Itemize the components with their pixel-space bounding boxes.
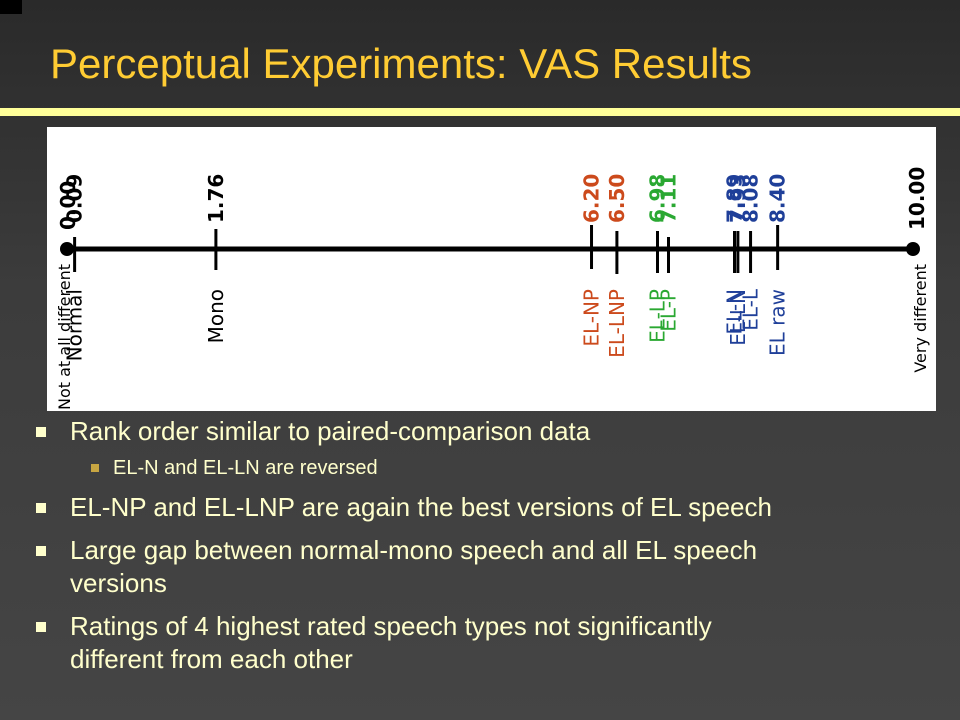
bullet-text: EL-NP and EL-LNP are again the best vers… <box>70 492 772 522</box>
bullet-item: Ratings of 4 highest rated speech types … <box>36 610 712 642</box>
scale-right-endpoint <box>906 242 920 256</box>
bullet-square-icon <box>36 427 46 437</box>
marker-value-el-ln: 7.93 <box>726 174 750 223</box>
marker-label-el-n: EL-N <box>722 289 746 335</box>
bullet-continuation: different from each other <box>70 643 353 675</box>
sub-bullet-square-icon <box>91 464 99 472</box>
marker-label-el-lnp: EL-LNP <box>605 289 629 358</box>
marker-value-el-np: 6.20 <box>580 174 604 223</box>
slide-title: Perceptual Experiments: VAS Results <box>50 40 752 87</box>
scale-left-endpoint <box>60 242 74 256</box>
marker-label-el-l: EL-L <box>739 288 763 331</box>
marker-label-el-ln: EL-LN <box>726 289 750 346</box>
marker-value-el-lp: 6.98 <box>646 174 670 223</box>
vas-scale-svg: 0.00 Not at all different 10.00 Very dif… <box>55 167 930 410</box>
bullet-square-icon <box>36 546 46 556</box>
bullet-item: EL-NP and EL-LNP are again the best vers… <box>36 491 772 523</box>
sub-bullet-item: EL-N and EL-LN are reversed <box>91 455 378 481</box>
marker-label-el-np: EL-NP <box>580 289 604 347</box>
bullet-text: versions <box>70 568 167 598</box>
marker-value-mono: 1.76 <box>204 174 228 223</box>
marker-label-normal: Normal <box>63 289 87 361</box>
title-rule <box>0 108 960 116</box>
bullet-text: Rank order similar to paired-comparison … <box>70 416 591 446</box>
marker-value-el-lnp: 6.50 <box>605 174 629 223</box>
bullet-item: Rank order similar to paired-comparison … <box>36 415 591 447</box>
bullet-text: different from each other <box>70 644 353 674</box>
marker-label-el-raw: EL raw <box>766 289 790 356</box>
marker-value-el-p: 7.11 <box>657 174 681 223</box>
marker-value-el-n: 7.89 <box>722 174 746 223</box>
marker-label-mono: Mono <box>204 289 228 343</box>
marker-label-el-p: EL-P <box>657 289 681 332</box>
marker-value-el-l: 8.08 <box>739 174 763 223</box>
scale-markers: 0.09 Normal 1.76 Mono 6.20 EL-NP 6.50 EL-LNP 6.9… <box>63 174 790 362</box>
scale-right-value: 10.00 <box>905 167 929 230</box>
bullet-text: Large gap between normal-mono speech and… <box>70 535 758 565</box>
scale-left-value: 0.00 <box>56 181 80 230</box>
marker-value-normal: 0.09 <box>63 174 87 223</box>
bullet-continuation: versions <box>70 567 167 599</box>
sub-bullet-text: EL-N and EL-LN are reversed <box>113 457 378 479</box>
scale-right-label: Very different <box>911 264 930 373</box>
scale-left-label: Not at all different <box>55 264 74 410</box>
marker-value-el-raw: 8.40 <box>766 174 790 223</box>
bullet-text: Ratings of 4 highest rated speech types … <box>70 611 712 641</box>
bullet-item: Large gap between normal-mono speech and… <box>36 534 758 566</box>
corner-mark <box>0 0 22 14</box>
marker-label-el-lp: EL-LP <box>646 289 670 343</box>
vas-scale-figure: 0.00 Not at all different 10.00 Very dif… <box>47 127 936 411</box>
bullet-square-icon <box>36 622 46 632</box>
bullet-square-icon <box>36 503 46 513</box>
